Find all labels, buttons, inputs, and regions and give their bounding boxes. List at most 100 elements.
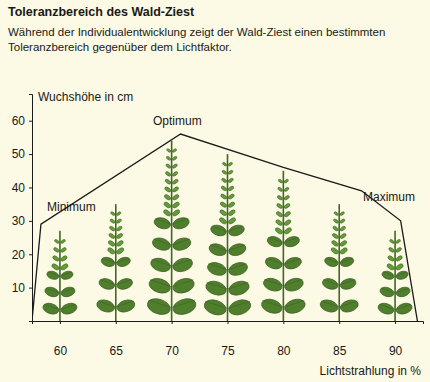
flower xyxy=(109,225,116,231)
flower xyxy=(53,247,60,253)
leaf-vein xyxy=(262,300,283,307)
annotation: Minimum xyxy=(47,200,96,214)
y-tick: 60 xyxy=(12,114,32,128)
flower xyxy=(388,247,395,253)
x-tick-mark xyxy=(116,321,117,324)
leaf xyxy=(209,223,227,237)
leaf xyxy=(324,256,340,268)
x-tick-label: 75 xyxy=(221,344,235,358)
leaf xyxy=(227,242,247,258)
flower xyxy=(283,219,291,227)
flower xyxy=(395,255,403,262)
x-tick-label: 60 xyxy=(54,344,68,358)
annotation: Optimum xyxy=(153,114,202,128)
flower xyxy=(227,209,236,217)
leaf-vein xyxy=(266,258,283,264)
x-tick: 80 xyxy=(277,321,291,358)
leaf xyxy=(153,216,172,231)
flower xyxy=(283,203,290,210)
leaf-vein xyxy=(155,219,172,225)
leaf xyxy=(60,301,79,316)
x-tick-label: 70 xyxy=(165,344,179,358)
leaf xyxy=(147,276,172,296)
flower xyxy=(277,187,283,192)
flower xyxy=(332,225,339,231)
leaf-vein xyxy=(283,237,298,242)
leaf-vein xyxy=(339,258,353,263)
leaf xyxy=(395,301,414,316)
flower xyxy=(166,156,172,161)
leaf xyxy=(204,279,228,298)
flower xyxy=(108,233,116,240)
y-tick-label: 40 xyxy=(12,181,26,195)
flower xyxy=(339,211,345,216)
leaf xyxy=(151,236,172,253)
x-tick: 85 xyxy=(333,321,347,358)
flower xyxy=(332,233,340,240)
flower xyxy=(116,211,122,216)
flower xyxy=(219,201,227,208)
plant xyxy=(202,154,252,321)
leaf xyxy=(149,256,172,274)
leaf xyxy=(321,277,339,291)
leaf xyxy=(395,270,409,281)
x-axis-line xyxy=(33,322,424,325)
leaf-vein xyxy=(212,226,228,231)
y-tick-label: 50 xyxy=(12,147,26,161)
flower xyxy=(283,187,289,192)
leaf-vein xyxy=(268,237,283,242)
leaf-vein xyxy=(153,239,171,245)
flower xyxy=(165,171,172,177)
leaf xyxy=(227,223,245,237)
leaf xyxy=(202,297,228,317)
leaf xyxy=(377,301,396,316)
flower xyxy=(339,218,345,224)
leaf-vein xyxy=(228,245,246,251)
x-tick-label: 80 xyxy=(277,344,291,358)
y-tick-label: 60 xyxy=(12,114,26,128)
leaf xyxy=(339,277,357,291)
flower xyxy=(116,240,124,248)
flower xyxy=(172,201,181,209)
leaf xyxy=(60,286,76,299)
x-tick: 90 xyxy=(389,321,403,358)
leaf-vein xyxy=(205,301,228,308)
flower xyxy=(284,179,289,184)
flower xyxy=(221,170,227,175)
chart: Toleranzbereich des Wald-Ziest 10 20 30 40 50… xyxy=(0,0,430,382)
plant xyxy=(377,231,414,321)
x-tick: 60 xyxy=(54,321,68,358)
flower xyxy=(395,263,404,271)
flower xyxy=(283,195,290,201)
plant xyxy=(319,204,360,321)
x-tick-mark xyxy=(228,321,229,324)
y-tick-label: 30 xyxy=(12,214,26,228)
y-tick: 40 xyxy=(12,181,32,195)
leaf-vein xyxy=(264,279,283,285)
flower xyxy=(220,185,227,191)
x-axis-title: Lichtstrahlung in % xyxy=(320,364,422,378)
leaf-vein xyxy=(283,300,304,307)
flower xyxy=(330,247,339,255)
leaf xyxy=(264,255,284,270)
flower xyxy=(278,179,283,184)
flower xyxy=(163,209,172,217)
leaf-vein xyxy=(98,301,116,307)
leaf xyxy=(44,286,60,299)
flower xyxy=(386,263,395,271)
y-tick: 20 xyxy=(12,248,32,262)
leaf xyxy=(283,297,307,316)
plant xyxy=(260,171,307,321)
leaf xyxy=(171,256,194,274)
flower xyxy=(395,247,402,253)
flower xyxy=(60,263,69,271)
leaf-vein xyxy=(172,259,192,266)
leaf xyxy=(206,260,228,277)
title: Toleranzbereich des Wald-Ziest xyxy=(8,5,195,19)
leaf-vein xyxy=(60,272,72,276)
flower xyxy=(164,178,171,184)
flower xyxy=(52,255,60,262)
y-tick: 10 xyxy=(12,281,32,295)
leaf-vein xyxy=(283,258,300,264)
leaf-vein xyxy=(395,288,409,293)
